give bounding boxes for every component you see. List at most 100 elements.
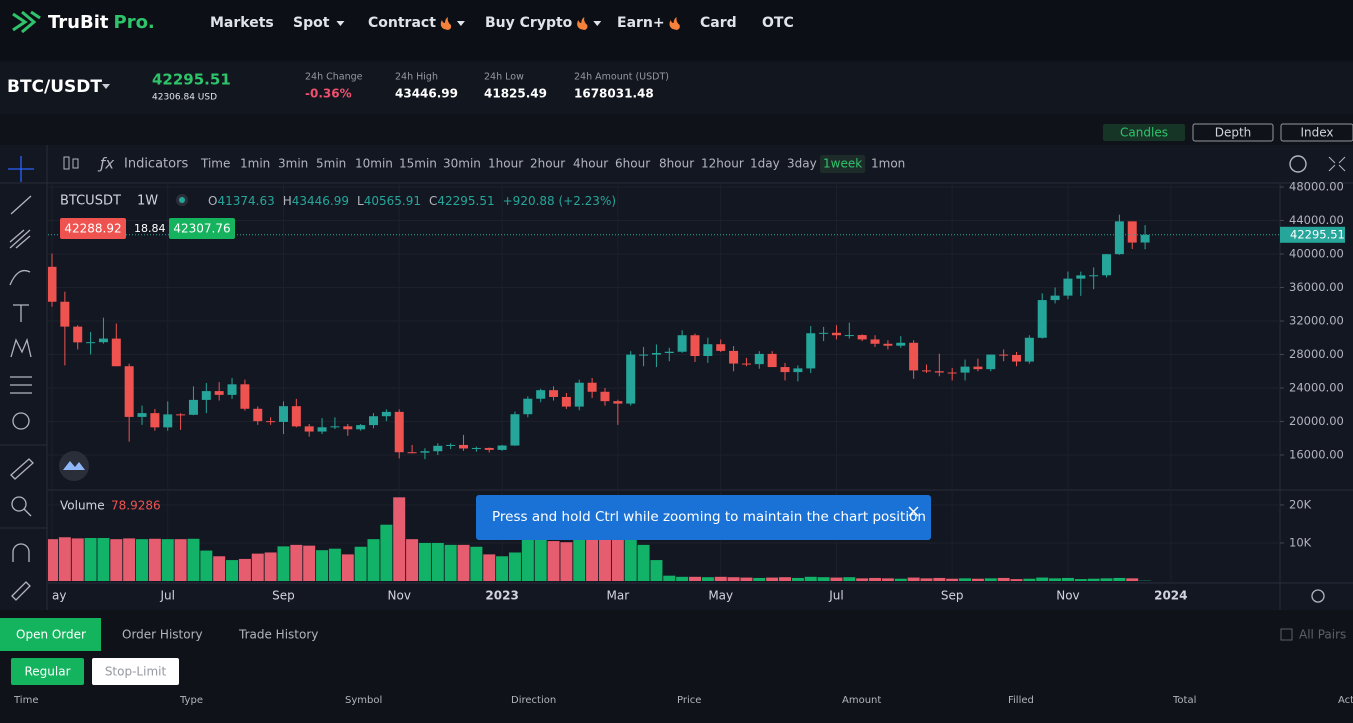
volume-bar (598, 535, 611, 581)
zoom-tool[interactable] (11, 496, 27, 512)
hot-icon[interactable] (577, 17, 588, 30)
brush-tool[interactable] (9, 269, 31, 286)
interval-option[interactable]: 10min (355, 157, 393, 171)
column-header: Type (179, 695, 203, 706)
chart-style-icon[interactable] (63, 156, 79, 170)
drawing-tools[interactable] (8, 156, 34, 601)
interval-option[interactable]: Time (200, 157, 230, 171)
interval-option[interactable]: 1min (240, 157, 270, 171)
tv-logo-mark[interactable] (63, 461, 85, 470)
ohlc-value: 41374.63 (217, 194, 274, 208)
view-tab-label[interactable]: Index (1300, 126, 1333, 140)
fullscreen-button[interactable] (1328, 156, 1346, 172)
view-tab-label[interactable]: Candles (1120, 126, 1168, 140)
indicators-button[interactable]: Indicators (124, 157, 188, 172)
view-tab-label[interactable]: Depth (1215, 126, 1252, 140)
lock-tool[interactable] (11, 581, 31, 601)
ohlc-prefix: O (208, 194, 217, 208)
volume-value: 78.9286 (111, 499, 161, 513)
last-price-tag-label: 42295.51 (1290, 227, 1345, 241)
interval-option[interactable]: 6hour (615, 157, 650, 171)
orders-tab[interactable]: Trade History (238, 628, 318, 642)
fx-icon[interactable]: ƒx (97, 155, 114, 173)
pattern-tool[interactable] (10, 337, 32, 358)
candle-body (150, 413, 160, 428)
zoom-tool-handle[interactable] (23, 508, 32, 517)
measure-tool[interactable] (10, 458, 34, 480)
interval-option[interactable]: 5min (316, 157, 346, 171)
logo-text[interactable]: TruBit Pro. (48, 12, 155, 33)
volume-bar (406, 539, 419, 581)
settings-button[interactable] (1289, 155, 1307, 173)
hot-icon[interactable] (440, 17, 452, 30)
orders-tab[interactable]: Open Order (16, 628, 86, 642)
column-header: Amount (842, 695, 881, 706)
candle-body (446, 444, 456, 446)
nav-item[interactable]: Card (700, 15, 737, 31)
interval-active-bg[interactable] (820, 155, 866, 173)
volume-bar (380, 524, 393, 581)
order-type[interactable] (92, 658, 179, 685)
view-tab[interactable] (1280, 123, 1353, 142)
volume-bar (560, 542, 573, 581)
candle-body (1037, 300, 1047, 338)
hot-icon[interactable] (669, 17, 680, 30)
axis-settings[interactable] (1311, 589, 1325, 603)
nav-item[interactable]: Markets (210, 15, 274, 31)
candle-body (163, 414, 173, 428)
candle-body (613, 401, 623, 404)
fib-tool[interactable] (9, 229, 31, 249)
text-tool[interactable] (13, 304, 29, 322)
nav-dropdown[interactable] (336, 21, 345, 26)
volume-bar (187, 538, 200, 581)
view-tab[interactable] (1192, 123, 1274, 142)
nav-item[interactable]: Earn+ (617, 15, 665, 31)
nav-dropdown[interactable] (593, 21, 602, 26)
interval-option[interactable]: 2hour (530, 157, 565, 171)
price-tag: 18.84 (134, 222, 166, 235)
volume-bar (341, 554, 354, 581)
interval-option[interactable]: 30min (443, 157, 481, 171)
candle-body (793, 368, 803, 373)
pair-name[interactable]: BTC/USDT (7, 77, 102, 97)
interval-option[interactable]: 1day (750, 157, 780, 171)
orders-tab[interactable]: Order History (122, 628, 203, 642)
volume-bar (136, 539, 149, 581)
interval-option[interactable]: 4hour (573, 157, 608, 171)
candle-body (433, 445, 443, 452)
emoji-tool[interactable] (12, 412, 30, 430)
logo-name[interactable]: TruBit (48, 12, 109, 33)
view-tab[interactable] (1103, 124, 1185, 141)
nav-item[interactable]: Contract (368, 15, 436, 31)
all-pairs-checkbox[interactable] (1280, 628, 1293, 641)
interval-option[interactable]: 3day (787, 157, 817, 171)
order-type-label[interactable]: Regular (24, 665, 70, 679)
pair-dropdown[interactable] (102, 84, 110, 89)
nav-item[interactable]: Buy Crypto (485, 15, 573, 31)
trendline-tool[interactable] (10, 195, 32, 215)
magnet-tool[interactable] (12, 543, 30, 562)
logo-suffix[interactable]: Pro. (114, 12, 155, 33)
interval-option[interactable]: 3min (278, 157, 308, 171)
orders-tab-active[interactable] (0, 618, 101, 651)
column-header: Total (1172, 695, 1196, 706)
toast-close[interactable] (908, 506, 919, 517)
crosshair-tool[interactable] (8, 156, 34, 182)
interval-option[interactable]: 1week (823, 157, 862, 171)
interval-option[interactable]: 12hour (701, 157, 744, 171)
nav-dropdown[interactable] (456, 21, 465, 26)
interval-option[interactable]: 1mon (871, 157, 905, 171)
order-type-label[interactable]: Stop-Limit (105, 665, 167, 679)
interval-option[interactable]: 1hour (488, 157, 523, 171)
volume-bar (226, 560, 239, 581)
nav-item[interactable]: Spot (293, 15, 330, 31)
interval-option[interactable]: 15min (399, 157, 437, 171)
volume-bar (84, 538, 97, 581)
candle-body (729, 350, 739, 364)
interval-option[interactable]: 8hour (659, 157, 694, 171)
nav-item[interactable]: OTC (762, 15, 794, 31)
prediction-tool[interactable] (10, 376, 32, 394)
order-type-active[interactable] (11, 658, 84, 685)
all-pairs-label[interactable]: All Pairs (1299, 628, 1346, 642)
candle-body (214, 391, 224, 395)
